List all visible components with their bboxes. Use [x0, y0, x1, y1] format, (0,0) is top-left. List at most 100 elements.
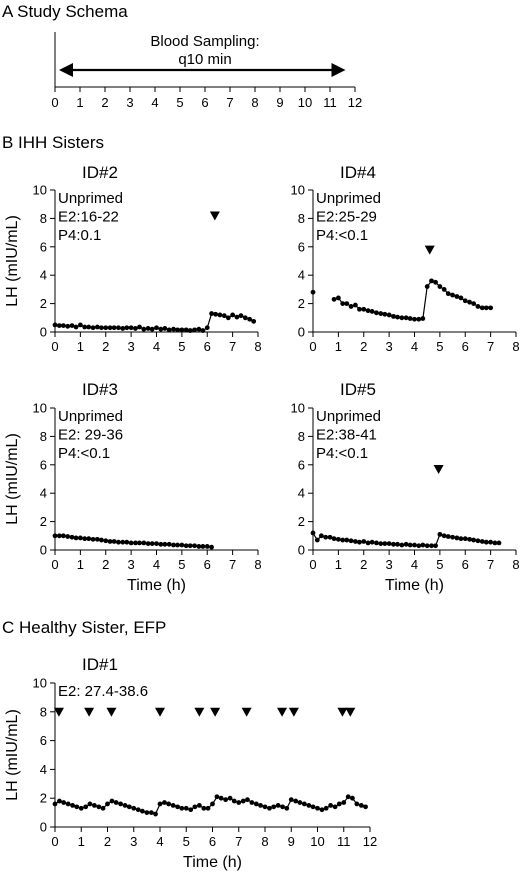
data-point: [378, 311, 384, 316]
y-tick-label: 2: [298, 296, 305, 311]
data-point: [271, 804, 277, 810]
panel-annotation: Unprimed: [58, 408, 123, 425]
schema-arrow-left-head: [59, 63, 73, 77]
data-point: [242, 315, 248, 321]
chart-panel-id3: 0 2 4 6 8 10 0 1 2 3 4 5 6 7 8 ID#3 Unprimed E2: 29-36P4:…: [4, 380, 262, 594]
data-point: [137, 540, 142, 546]
x-tick-label: 6: [462, 557, 469, 572]
data-point: [454, 294, 460, 299]
data-point: [126, 804, 132, 810]
data-point: [374, 310, 379, 316]
schema-tick-label: 3: [126, 95, 133, 110]
data-point: [149, 326, 155, 332]
triangle-marker: [194, 707, 205, 717]
data-point: [157, 801, 163, 807]
data-point: [483, 539, 489, 545]
x-tick-label: 5: [178, 557, 185, 572]
data-point: [450, 292, 455, 298]
data-point: [86, 536, 92, 542]
y-tick-label: 6: [298, 239, 305, 254]
x-tick-label: 6: [462, 339, 469, 354]
data-point: [306, 803, 312, 808]
data-point: [479, 305, 485, 311]
data-point: [475, 304, 481, 309]
data-point: [69, 323, 75, 329]
data-point: [399, 315, 405, 321]
y-tick-label: 2: [40, 296, 47, 311]
x-tick-label: 5: [436, 557, 443, 572]
data-point: [462, 298, 468, 304]
data-point: [336, 801, 342, 807]
panel-annotation: Unprimed: [316, 190, 381, 207]
data-point: [148, 810, 154, 815]
data-point: [86, 324, 92, 330]
data-point: [52, 801, 58, 807]
y-tick-label: 0: [40, 543, 47, 558]
data-point: [352, 302, 358, 308]
x-tick-label: 1: [77, 557, 84, 572]
section-b-title: B IHH Sisters: [2, 133, 104, 152]
data-point: [407, 542, 413, 548]
data-point: [162, 326, 168, 331]
y-tick-label: 4: [40, 486, 47, 501]
data-point: [175, 327, 180, 333]
data-point: [403, 541, 409, 547]
x-tick-label: 1: [335, 339, 342, 354]
data-point: [52, 533, 58, 539]
data-point: [154, 325, 159, 331]
data-point: [210, 801, 215, 807]
data-point: [258, 803, 263, 808]
data-point: [429, 543, 434, 549]
data-point: [462, 536, 468, 542]
data-point: [166, 327, 172, 333]
data-point: [433, 543, 438, 549]
x-tick-label: 7: [487, 557, 494, 572]
y-tick-label: 8: [298, 429, 305, 444]
data-point: [488, 539, 494, 545]
panel-annotation: P4:<0.1: [316, 445, 368, 462]
x-tick-label: 2: [360, 557, 367, 572]
data-point: [236, 800, 242, 805]
data-point: [128, 540, 134, 546]
triangle-marker: [53, 707, 64, 717]
x-axis-label: Time (h): [385, 577, 444, 594]
data-point: [275, 803, 281, 808]
data-point: [341, 800, 347, 805]
data-point: [82, 536, 88, 542]
x-tick-label: 8: [261, 834, 268, 849]
data-point: [196, 544, 202, 549]
data-point: [382, 541, 388, 547]
data-point: [310, 289, 316, 295]
data-point: [133, 326, 138, 331]
data-point: [73, 324, 79, 330]
data-point: [429, 278, 434, 284]
schema-tick-label: 10: [298, 95, 312, 110]
schema-tick-label: 6: [201, 95, 208, 110]
panel-id-label: ID#5: [340, 380, 376, 399]
data-point: [94, 324, 100, 330]
data-point: [395, 541, 400, 547]
data-point: [128, 325, 134, 331]
data-point: [99, 325, 104, 331]
data-point: [120, 326, 126, 331]
panel-annotation: E2:38-41: [316, 427, 377, 444]
data-point: [100, 805, 106, 811]
triangle-marker: [155, 707, 165, 717]
schema-arrow-right-head: [331, 63, 346, 77]
data-point: [467, 299, 472, 305]
x-tick-label: 0: [51, 339, 58, 354]
data-point: [369, 539, 375, 545]
panel-annotation: E2: 29-36: [58, 427, 123, 444]
data-point: [158, 326, 164, 332]
data-point: [358, 803, 364, 808]
data-point: [496, 540, 502, 546]
data-point: [350, 795, 355, 801]
panel-annotation: P4:<0.1: [316, 227, 368, 244]
data-point: [217, 312, 223, 318]
data-point: [323, 805, 329, 811]
data-point: [187, 328, 193, 333]
data-point: [475, 538, 481, 544]
data-point: [77, 535, 83, 541]
panel-id-label: ID#1: [82, 655, 118, 674]
data-point: [57, 798, 62, 804]
